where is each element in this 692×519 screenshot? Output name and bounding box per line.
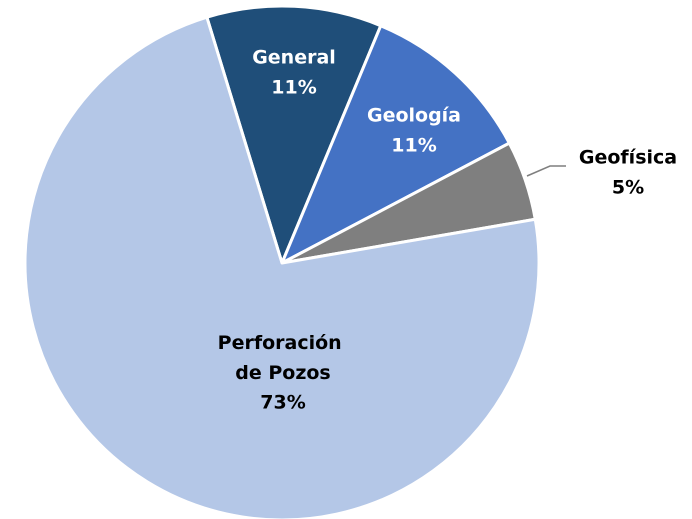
pie-slice: [280, 24, 511, 265]
slice-label-line: de Pozos: [235, 362, 331, 384]
slice-label: Geofísica: [579, 147, 677, 169]
slice-label: Perforación de Pozos: [218, 332, 349, 384]
pie-slice: [205, 4, 383, 265]
slice-value-label: 5%: [612, 177, 644, 199]
slice-value-label: 11%: [391, 135, 436, 157]
slice-label: Geología: [367, 105, 461, 127]
slice-label-line: Perforación: [218, 332, 349, 354]
slice-value-label: 73%: [260, 392, 305, 414]
slice-label: General: [252, 47, 336, 69]
slice-value-label: 11%: [271, 77, 316, 99]
leader-line: [526, 165, 566, 177]
pie-slice: [23, 15, 541, 519]
